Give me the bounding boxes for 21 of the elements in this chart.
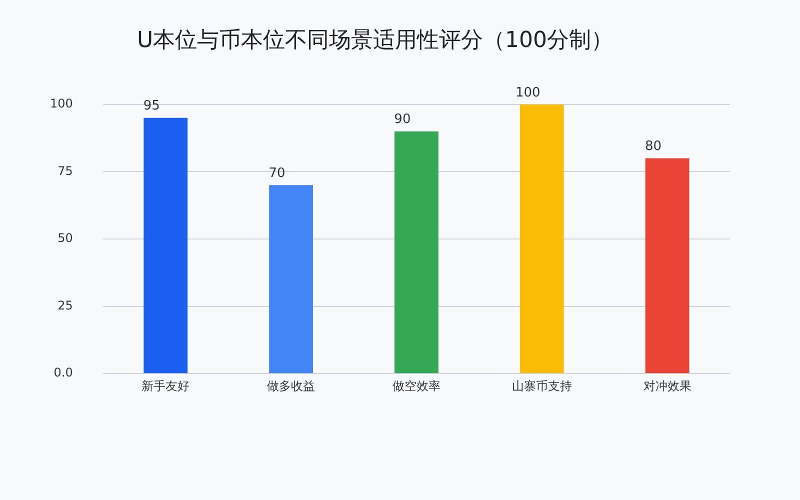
data-label: 100 xyxy=(515,85,540,100)
bar xyxy=(394,131,438,374)
y-tick-label: 50 xyxy=(58,231,73,246)
y-tick-label: 75 xyxy=(58,164,73,178)
x-tick-label: 山寨币支持 xyxy=(512,378,572,393)
x-tick-label: 做空效率 xyxy=(392,378,440,393)
y-tick-label: 25 xyxy=(58,298,73,312)
x-tick-label: 新手友好 xyxy=(142,378,190,393)
y-tick-label: 100 xyxy=(50,96,73,111)
x-tick-label: 做多收益 xyxy=(267,378,316,393)
bar xyxy=(144,118,188,374)
data-label: 90 xyxy=(394,112,411,128)
data-label: 70 xyxy=(268,166,286,182)
data-label: 80 xyxy=(645,139,662,154)
chart-title: U本位与币本位不同场景适用性评分（100分制） xyxy=(136,28,614,53)
bar xyxy=(269,185,313,374)
bar xyxy=(645,158,690,374)
bar xyxy=(520,104,564,374)
data-label: 95 xyxy=(143,98,160,114)
y-tick-label: 0.0 xyxy=(54,366,73,380)
x-tick-label: 对冲效果 xyxy=(643,378,692,393)
